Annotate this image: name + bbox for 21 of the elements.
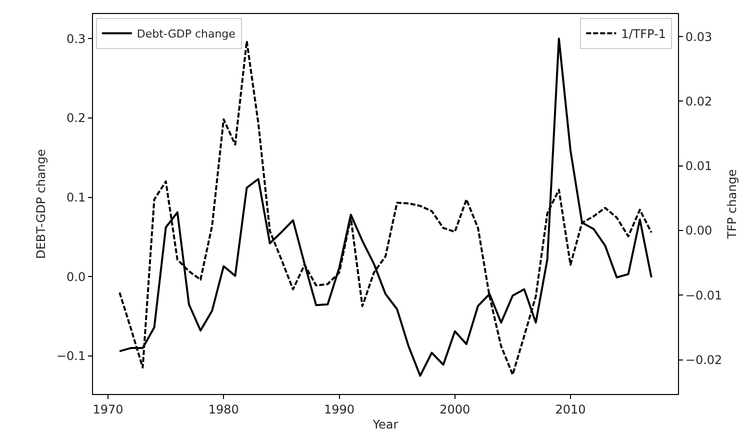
y2-axis-title: TFP change [725,169,740,240]
x-tick-label: 2010 [555,402,586,416]
y-axis-title: DEBT-GDP change [34,149,48,259]
y2-tick-label: 0.00 [685,224,712,238]
x-tick-label: 2000 [440,402,470,416]
y-tick-label: −0.1 [56,349,86,364]
y-tick-label: 0.2 [66,111,86,126]
x-tick-label: 1970 [92,402,124,416]
y2-tick-label: 0.02 [685,94,712,108]
y2-tick-label: −0.02 [685,352,722,367]
y2-tick-label: −0.01 [685,288,722,302]
y2-tick-label: 0.01 [685,159,712,174]
y-tick-label: 0.1 [66,190,86,204]
y2-tick-label: 0.03 [685,30,712,44]
x-tick-label: 1990 [324,402,355,416]
legend-label: 1/TFP-1 [621,26,666,41]
y-tick-label: 0.0 [66,270,86,284]
legend-label: Debt-GDP change [136,28,236,41]
y-tick-label: 0.3 [66,32,86,46]
x-axis-title: Year [372,417,398,432]
x-tick-label: 1980 [208,402,239,416]
